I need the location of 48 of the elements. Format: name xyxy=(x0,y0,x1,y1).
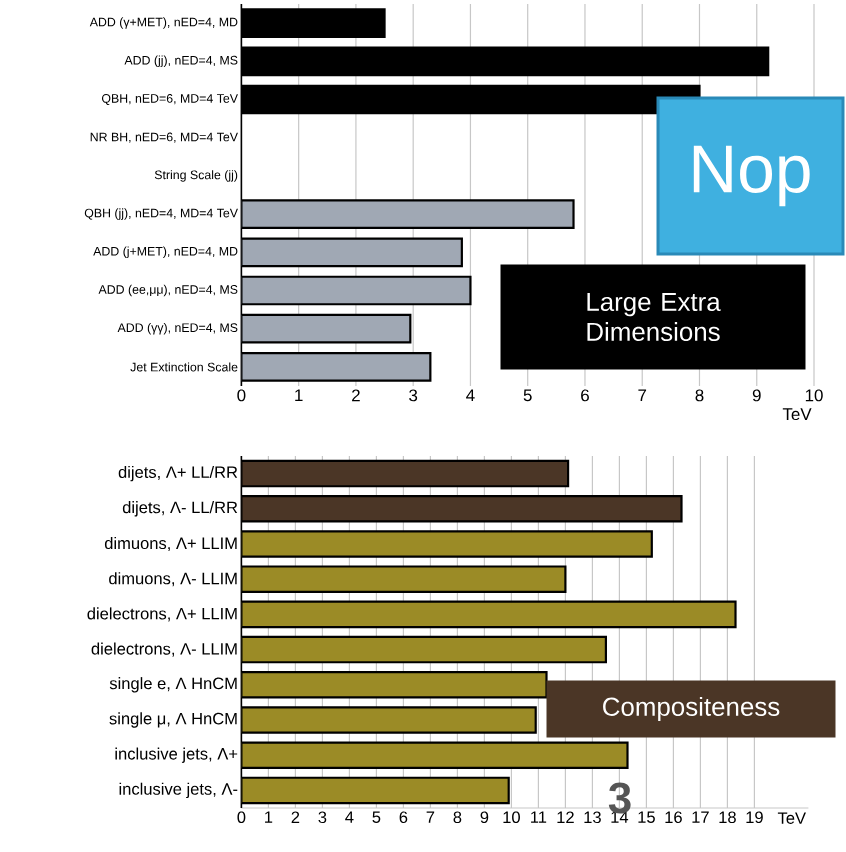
annotation: Compositeness xyxy=(603,696,780,722)
x-tick-label: 5 xyxy=(523,389,532,402)
x-axis-title: TeV xyxy=(782,408,812,421)
x-tick-label: 11 xyxy=(531,811,547,823)
x-tick-label: 2 xyxy=(291,811,300,823)
x-tick-label: 2 xyxy=(352,389,360,402)
x-tick-label: 19 xyxy=(746,811,763,824)
x-tick-label: 0 xyxy=(237,811,246,824)
x-tick-label: 1 xyxy=(295,389,303,402)
y-tick-label: inclusive jets, Λ- xyxy=(119,782,238,799)
x-tick-label: 0 xyxy=(237,389,246,402)
x-tick-label: 7 xyxy=(638,389,647,402)
x-tick-label: 6 xyxy=(581,389,589,402)
annotation: Large Extra Dimensions xyxy=(587,293,721,341)
x-tick-label: 10 xyxy=(805,389,823,402)
x-tick-label: 8 xyxy=(453,811,462,824)
x-tick-label: 1 xyxy=(265,811,273,823)
x-tick-label: 6 xyxy=(399,811,408,824)
x-tick-label: 3 xyxy=(318,811,327,824)
bar xyxy=(241,8,386,38)
x-tick-label: 17 xyxy=(692,811,709,823)
x-tick-label: 12 xyxy=(557,811,574,823)
y-tick-label: single μ, Λ HnCM xyxy=(109,712,237,728)
x-tick-label: 18 xyxy=(719,811,736,824)
x-tick-label: 9 xyxy=(752,389,761,402)
y-tick-label: single e, Λ HnCM xyxy=(109,677,237,693)
x-tick-label: 5 xyxy=(372,811,381,823)
y-tick-label: dielectrons, Λ+ LLIM xyxy=(87,607,237,622)
x-tick-label: 8 xyxy=(695,389,704,402)
x-axis-title: TeV xyxy=(777,812,806,824)
y-tick-label: dimuons, Λ+ LLIM xyxy=(104,536,237,552)
y-tick-label: dimuons, Λ- LLIM xyxy=(109,572,237,587)
x-tick-label: 10 xyxy=(503,811,520,824)
y-tick-label: inclusive jets, Λ+ xyxy=(115,747,238,763)
annotation: Nop xyxy=(693,145,810,207)
x-tick-label: 14 xyxy=(611,811,629,823)
x-tick-label: 7 xyxy=(426,811,435,823)
x-tick-label: 16 xyxy=(665,811,682,824)
x-tick-label: 4 xyxy=(345,811,354,823)
x-tick-label: 13 xyxy=(584,811,601,824)
x-tick-label: 4 xyxy=(466,389,475,402)
x-tick-label: 9 xyxy=(480,811,489,824)
y-tick-label: dijets, Λ- LL/RR xyxy=(122,501,238,517)
bar xyxy=(241,352,432,382)
y-tick-label: dielectrons, Λ- LLIM xyxy=(91,642,237,657)
y-tick-label: dijets, Λ+ LL/RR xyxy=(118,465,238,482)
x-tick-label: 15 xyxy=(638,811,655,823)
x-tick-label: 3 xyxy=(409,389,418,402)
